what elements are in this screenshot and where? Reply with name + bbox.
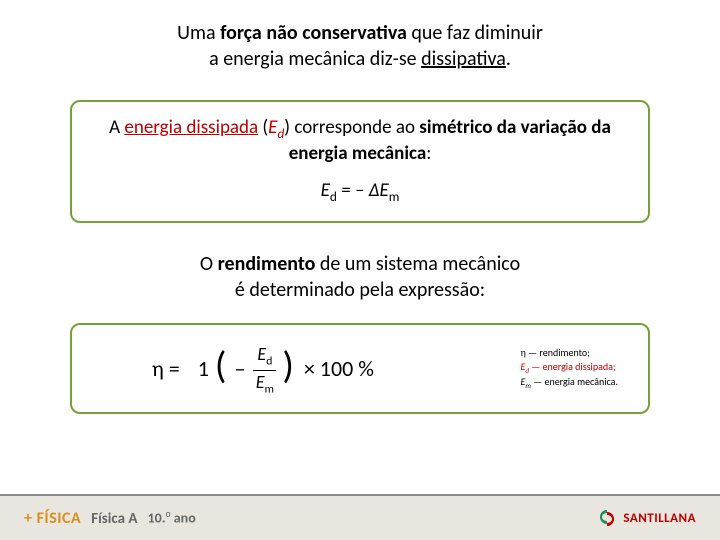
legend-em: Em — energia mecânica. [520, 375, 618, 391]
ed-symbol: Ed [268, 116, 284, 139]
intro-l2-post: . [506, 47, 511, 71]
intro-l2-pre: a energia mecânica diz-se [209, 47, 421, 71]
frac-denominator: Em [256, 371, 274, 396]
box-energia-dissipada: A energia dissipada (Ed) corresponde ao … [70, 100, 650, 223]
intro-text: Uma força não conservativa que faz dimin… [60, 20, 660, 72]
rendimento-text: O rendimento de um sistema mecânico é de… [60, 251, 660, 303]
frac-numerator: Ed [253, 345, 276, 371]
intro-bold: força não conservativa [220, 21, 407, 45]
santillana-text: SANTILLANA [623, 511, 696, 526]
fisica-a-label: Física A [91, 510, 137, 528]
legend-eta: η — rendimento; [520, 346, 618, 360]
energia-dissipada-label: energia dissipada [124, 116, 258, 139]
santillana-logo: SANTILLANA [597, 508, 696, 528]
footer-bar: + FÍSICA Física A 10.o ano SANTILLANA [0, 496, 720, 540]
santillana-icon [597, 508, 617, 528]
intro-dissipativa: dissipativa [421, 47, 506, 71]
box-rendimento: η = 1 ( – Ed Em ) × 100 % η — rendimento… [70, 323, 650, 415]
formula-ed: Ed = – ΔEm [92, 179, 628, 205]
footer: + FÍSICA Física A 10.o ano SANTILLANA [0, 494, 720, 540]
legend-ed: Ed — energia dissipada; [520, 360, 618, 376]
formula-rendimento: η = 1 ( – Ed Em ) × 100 % [152, 343, 374, 395]
fraction: Ed Em [253, 345, 276, 397]
intro-pre: Uma [177, 21, 220, 45]
one: 1 [198, 355, 209, 382]
minus: – [234, 355, 245, 382]
footer-left: + FÍSICA Física A 10.o ano [24, 508, 196, 528]
eta-eq: η = [152, 355, 180, 382]
plus-fisica-logo: + FÍSICA [24, 509, 81, 528]
times-100: × 100 % [304, 355, 374, 382]
legend: η — rendimento; Ed — energia dissipada; … [520, 346, 618, 392]
intro-post: que faz diminuir [407, 21, 543, 45]
ano-label: 10.o ano [148, 508, 196, 527]
box1-text: A energia dissipada (Ed) corresponde ao … [92, 116, 628, 167]
